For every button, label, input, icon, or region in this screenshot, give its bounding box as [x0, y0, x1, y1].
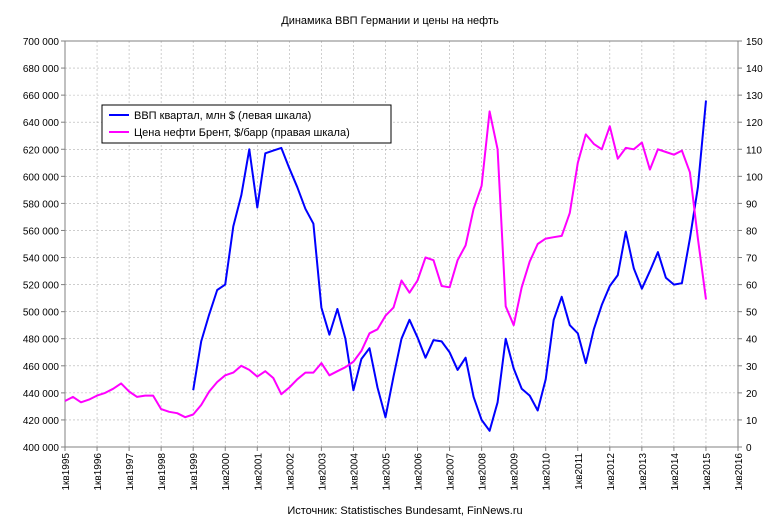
chart-title: Динамика ВВП Германии и цены на нефть — [281, 15, 499, 27]
series-line-oil — [64, 110, 707, 419]
x-tick-label: 1кв1997 — [125, 453, 136, 491]
x-tick-label: 1кв2006 — [414, 453, 425, 491]
right-tick-label: 120 — [746, 118, 763, 129]
left-tick-label: 640 000 — [23, 118, 60, 129]
right-tick-label: 70 — [746, 254, 758, 265]
left-tick-label: 460 000 — [23, 362, 60, 373]
x-tick-label: 1кв2001 — [253, 453, 264, 491]
x-tick-label: 1кв2000 — [221, 453, 232, 491]
right-tick-label: 110 — [746, 145, 762, 156]
right-axis: 0 10 20 30 40 50 60 70 80 90 100 110 120 130 140 150 — [738, 37, 763, 454]
x-tick-label: 1кв2013 — [638, 453, 649, 491]
x-tick-label: 1кв2014 — [670, 453, 681, 491]
x-tick-label: 1кв2011 — [574, 453, 585, 490]
series-line-gdp — [192, 100, 707, 432]
left-tick-label: 560 000 — [23, 226, 60, 237]
right-tick-label: 40 — [746, 335, 758, 346]
right-tick-label: 10 — [746, 416, 758, 427]
left-axis: 400 000 420 000 440 000 460 000 480 000 500 0… — [23, 37, 65, 454]
left-tick-label: 620 000 — [23, 145, 60, 156]
x-tick-label: 1кв2015 — [702, 453, 713, 491]
left-tick-label: 580 000 — [23, 199, 60, 210]
x-tick-label: 1кв2012 — [606, 453, 617, 491]
right-tick-label: 100 — [746, 172, 763, 183]
right-tick-label: 130 — [746, 91, 763, 102]
left-tick-label: 680 000 — [23, 64, 60, 75]
x-tick-label: 1кв2007 — [446, 453, 457, 491]
left-tick-label: 440 000 — [23, 389, 60, 400]
x-tick-label: 1кв2005 — [381, 453, 392, 491]
x-tick-label: 1кв2002 — [285, 453, 296, 491]
x-tick-label: 1кв1998 — [157, 453, 168, 491]
left-tick-label: 660 000 — [23, 91, 60, 102]
right-tick-label: 150 — [746, 37, 763, 48]
right-tick-label: 50 — [746, 308, 758, 319]
x-tick-label: 1кв2016 — [734, 453, 745, 491]
x-tick-label: 1кв2009 — [510, 453, 521, 491]
left-tick-label: 420 000 — [23, 416, 60, 427]
left-tick-label: 520 000 — [23, 281, 60, 292]
series-layer — [64, 100, 707, 432]
left-tick-label: 600 000 — [23, 172, 60, 183]
legend-label-oil: Цена нефти Брент, $/барр (правая шкала) — [134, 127, 350, 139]
legend-label-gdp: ВВП квартал, млн $ (левая шкала) — [134, 110, 311, 122]
left-tick-label: 400 000 — [23, 443, 60, 454]
x-tick-label: 1кв1999 — [189, 453, 200, 491]
plot-area-border — [64, 40, 739, 448]
x-tick-label: 1кв1995 — [61, 453, 72, 491]
x-tick-label: 1кв2008 — [478, 453, 489, 491]
right-tick-label: 0 — [746, 443, 752, 454]
right-tick-label: 90 — [746, 199, 758, 210]
left-tick-label: 700 000 — [23, 37, 60, 48]
right-tick-label: 20 — [746, 389, 758, 400]
right-tick-label: 140 — [746, 64, 763, 75]
source-note: Источник: Statistisches Bundesamt, FinNe… — [287, 505, 522, 517]
left-tick-label: 480 000 — [23, 335, 60, 346]
left-tick-label: 500 000 — [23, 308, 60, 319]
legend: ВВП квартал, млн $ (левая шкала) Цена не… — [101, 104, 392, 144]
x-tick-label: 1кв2004 — [349, 453, 360, 491]
legend-box — [101, 104, 392, 144]
x-tick-label: 1кв1996 — [93, 453, 104, 491]
x-tick-label: 1кв2003 — [317, 453, 328, 491]
right-tick-label: 60 — [746, 281, 758, 292]
right-tick-label: 30 — [746, 362, 758, 373]
x-tick-label: 1кв2010 — [542, 453, 553, 491]
right-tick-label: 80 — [746, 226, 758, 237]
left-tick-label: 540 000 — [23, 254, 60, 265]
x-axis: 1кв1995 1кв1996 1кв1997 1кв1998 1кв1999 1кв20… — [61, 447, 745, 491]
